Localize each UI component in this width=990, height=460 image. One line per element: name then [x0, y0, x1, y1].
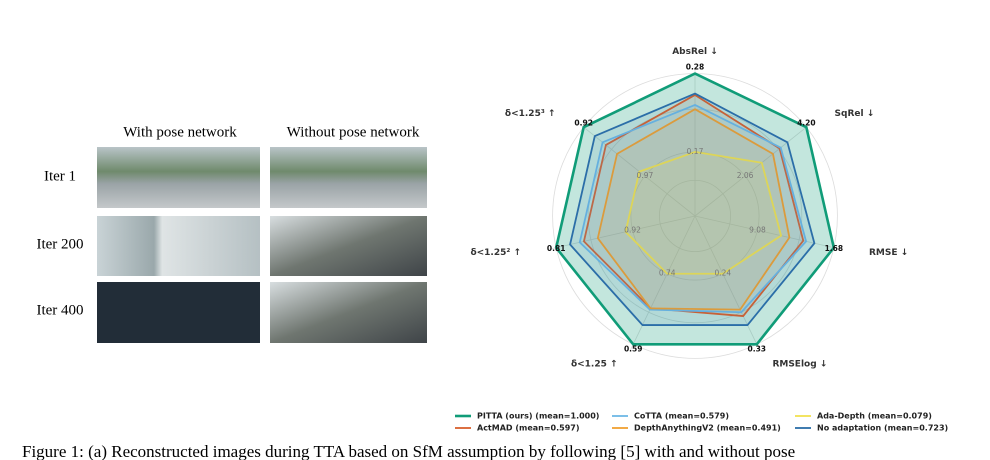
axis-spoke [694, 122, 813, 217]
axis-tick-label: 0.97 [637, 171, 654, 180]
axis-spoke [694, 215, 761, 351]
image [97, 216, 260, 276]
axis-label: AbsRel ↓ [672, 47, 718, 57]
axis-label: RMSE ↓ [869, 248, 908, 258]
series-area [583, 94, 805, 317]
axis-label: δ<1.25³ ↑ [505, 109, 556, 119]
axis-tick-label: 0.24 [714, 269, 731, 278]
axis-tick-label: 0.92 [624, 225, 641, 234]
row-label: Iter 200 [36, 236, 83, 252]
axis-tick-label: 1.68 [825, 244, 844, 253]
axis-tick-label: 0.59 [624, 345, 643, 354]
image [270, 147, 427, 208]
axis-tick-label: 2.06 [737, 171, 754, 180]
axis-label: δ<1.25 ↑ [571, 360, 618, 370]
axis-tick-label: 4.20 [797, 118, 816, 127]
legend-label: PITTA (ours) (mean=1.000) [477, 412, 599, 421]
axis-spoke [577, 122, 696, 217]
axis-tick-label: 0.92 [574, 118, 593, 127]
row-label: Iter 400 [36, 302, 83, 318]
axis-tick-label: 0.33 [748, 345, 767, 354]
axis-label: RMSElog ↓ [772, 360, 827, 370]
image [97, 147, 260, 208]
axis-label: SqRel ↓ [835, 109, 875, 119]
series-area [624, 151, 782, 275]
series-area [569, 92, 816, 326]
axis-tick-label: 9.08 [749, 225, 766, 234]
axis-spoke [549, 215, 696, 250]
axis-tick-label: 0.17 [687, 147, 704, 156]
axis-tick-label: 0.28 [686, 63, 705, 72]
image [270, 216, 427, 276]
column-header: Without pose network [287, 124, 420, 140]
legend-label: Ada-Depth (mean=0.079) [817, 412, 932, 421]
legend-label: DepthAnythingV2 (mean=0.491) [634, 424, 781, 433]
axis-tick-label: 0.81 [547, 244, 566, 253]
caption: Figure 1: (a) Reconstructed images durin… [22, 442, 795, 460]
axis-spoke [629, 215, 696, 351]
axis-spoke [694, 215, 841, 250]
series-area [578, 104, 807, 314]
row-label: Iter 1 [44, 168, 76, 184]
legend-label: No adaptation (mean=0.723) [817, 424, 948, 433]
legend-label: ActMAD (mean=0.597) [477, 424, 580, 433]
axis-tick-label: 0.74 [659, 269, 676, 278]
image [270, 282, 427, 343]
axis-label: δ<1.25² ↑ [470, 248, 521, 258]
column-header: With pose network [123, 124, 237, 140]
legend-label: CoTTA (mean=0.579) [634, 412, 729, 421]
image [97, 282, 260, 343]
